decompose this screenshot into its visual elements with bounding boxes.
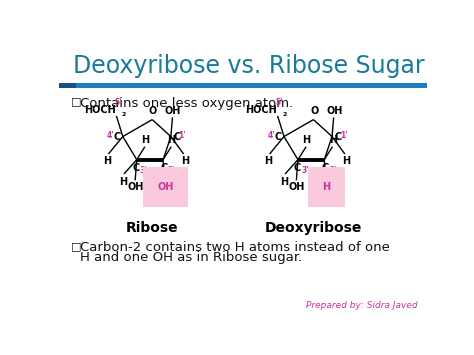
Text: H: H (264, 156, 273, 166)
Text: C: C (274, 132, 282, 142)
Text: 2': 2' (168, 166, 175, 175)
Text: OH: OH (157, 182, 173, 192)
Text: H: H (323, 182, 331, 192)
Text: 4': 4' (107, 131, 114, 140)
Text: OH: OH (165, 106, 182, 116)
Text: O: O (310, 106, 319, 116)
Bar (59, 83, 76, 88)
Text: H: H (302, 135, 310, 145)
Text: 2': 2' (329, 166, 337, 175)
Text: H: H (141, 135, 149, 145)
Text: Deoxyribose vs. Ribose Sugar: Deoxyribose vs. Ribose Sugar (73, 54, 425, 78)
Text: C: C (113, 132, 120, 142)
Text: 2: 2 (121, 112, 126, 117)
Text: Ribose: Ribose (126, 221, 179, 235)
Text: 5': 5' (114, 98, 122, 107)
Text: □: □ (71, 97, 82, 106)
Text: 3': 3' (140, 166, 147, 175)
Text: 5': 5' (275, 98, 283, 107)
Text: OH: OH (289, 182, 305, 192)
Text: H: H (280, 176, 288, 187)
Text: 1': 1' (340, 131, 347, 140)
Text: Contains one less oxygen atom.: Contains one less oxygen atom. (80, 97, 293, 109)
Text: Carbon-2 contains two H atoms instead of one: Carbon-2 contains two H atoms instead of… (80, 241, 390, 254)
Text: H and one OH as in Ribose sugar.: H and one OH as in Ribose sugar. (80, 251, 302, 264)
Text: H: H (181, 156, 189, 166)
Text: C: C (334, 132, 342, 142)
Text: O: O (149, 106, 157, 116)
Text: H: H (119, 176, 127, 187)
Text: C: C (293, 163, 301, 173)
Text: H: H (168, 135, 176, 145)
Text: OH: OH (128, 182, 144, 192)
Text: H: H (329, 135, 337, 145)
Text: Deoxyribose: Deoxyribose (265, 221, 362, 235)
Text: OH: OH (326, 106, 343, 116)
Text: H: H (103, 156, 111, 166)
Text: C: C (132, 163, 140, 173)
Text: 4': 4' (268, 131, 275, 140)
Text: HOCH: HOCH (245, 105, 277, 115)
Text: Prepared by: Sidra Javed: Prepared by: Sidra Javed (306, 301, 417, 310)
Text: C: C (160, 163, 167, 173)
Text: □: □ (71, 241, 82, 251)
Text: C: C (321, 163, 328, 173)
Text: HOCH: HOCH (84, 105, 116, 115)
Text: H: H (342, 156, 350, 166)
Text: 2: 2 (283, 112, 287, 117)
Text: 1': 1' (179, 131, 186, 140)
Bar (59, 83, 427, 88)
Text: 3': 3' (301, 166, 309, 175)
Text: C: C (173, 132, 181, 142)
